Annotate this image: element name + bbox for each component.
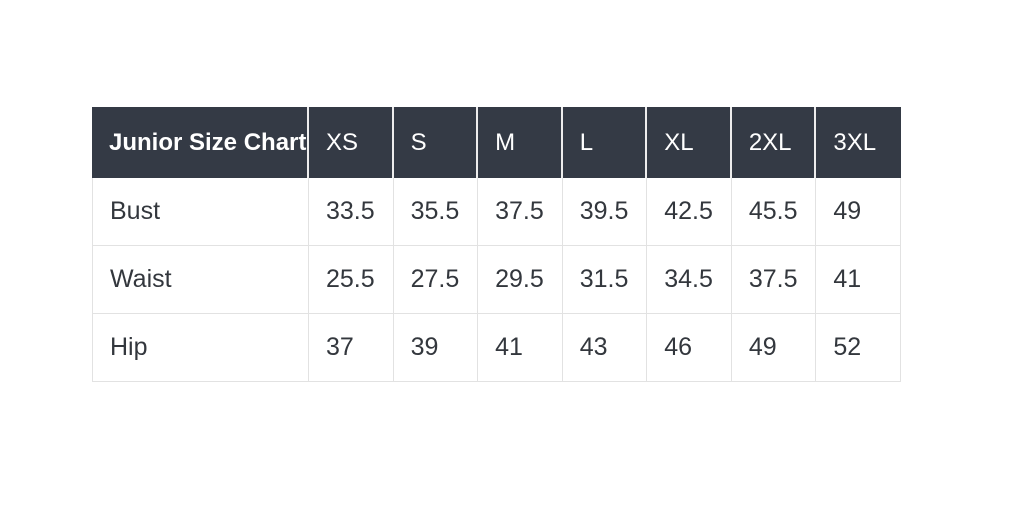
column-header-3xl: 3XL	[816, 107, 901, 178]
column-header-m: M	[478, 107, 563, 178]
size-chart-header: Junior Size Chart XS S M L XL 2XL 3XL	[92, 107, 901, 178]
cell-hip-s: 39	[393, 314, 479, 382]
cell-waist-m: 29.5	[478, 246, 563, 314]
row-label: Waist	[92, 246, 309, 314]
header-row: Junior Size Chart XS S M L XL 2XL 3XL	[92, 107, 901, 178]
table-row-bust: Bust 33.5 35.5 37.5 39.5 42.5 45.5 49	[92, 178, 901, 246]
cell-hip-2xl: 49	[731, 314, 817, 382]
cell-hip-xl: 46	[647, 314, 732, 382]
cell-waist-3xl: 41	[816, 246, 901, 314]
column-header-s: S	[393, 107, 479, 178]
junior-size-chart-table: Junior Size Chart XS S M L XL 2XL 3XL Bu…	[92, 107, 901, 382]
cell-bust-l: 39.5	[562, 178, 648, 246]
cell-hip-3xl: 52	[816, 314, 901, 382]
cell-waist-s: 27.5	[393, 246, 479, 314]
table-row-waist: Waist 25.5 27.5 29.5 31.5 34.5 37.5 41	[92, 246, 901, 314]
cell-bust-xl: 42.5	[647, 178, 732, 246]
column-header-2xl: 2XL	[731, 107, 817, 178]
table-row-hip: Hip 37 39 41 43 46 49 52	[92, 314, 901, 382]
cell-bust-m: 37.5	[478, 178, 563, 246]
row-label: Hip	[92, 314, 309, 382]
cell-bust-xs: 33.5	[309, 178, 394, 246]
cell-hip-l: 43	[562, 314, 648, 382]
table-title: Junior Size Chart	[92, 107, 309, 178]
cell-waist-xl: 34.5	[647, 246, 732, 314]
size-chart-body: Bust 33.5 35.5 37.5 39.5 42.5 45.5 49 Wa…	[92, 178, 901, 382]
cell-bust-3xl: 49	[816, 178, 901, 246]
row-label: Bust	[92, 178, 309, 246]
cell-waist-l: 31.5	[562, 246, 648, 314]
cell-waist-xs: 25.5	[309, 246, 394, 314]
cell-hip-xs: 37	[309, 314, 394, 382]
cell-hip-m: 41	[478, 314, 563, 382]
column-header-xs: XS	[309, 107, 394, 178]
column-header-xl: XL	[647, 107, 732, 178]
cell-waist-2xl: 37.5	[731, 246, 817, 314]
cell-bust-2xl: 45.5	[731, 178, 817, 246]
column-header-l: L	[562, 107, 648, 178]
cell-bust-s: 35.5	[393, 178, 479, 246]
size-chart-container: Junior Size Chart XS S M L XL 2XL 3XL Bu…	[92, 107, 901, 382]
